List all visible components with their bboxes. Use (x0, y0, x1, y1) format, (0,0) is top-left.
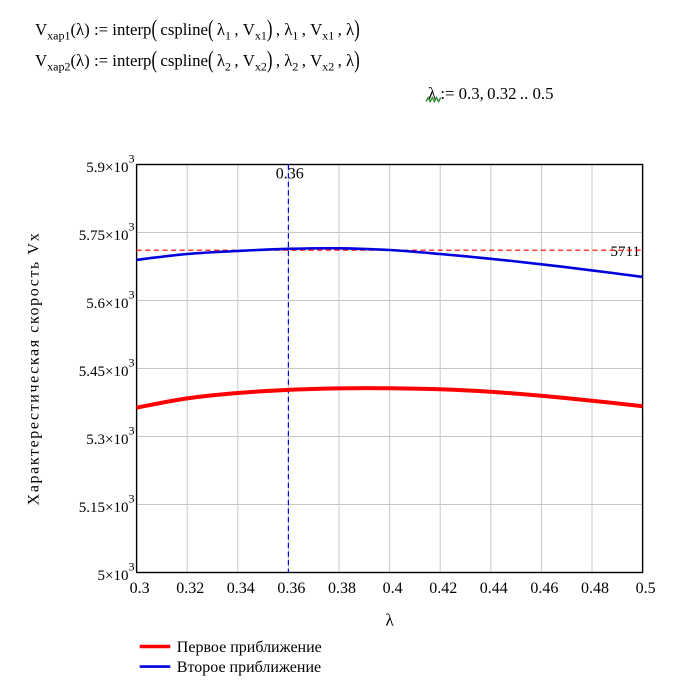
svg-text:5.6×10: 5.6×10 (86, 296, 128, 312)
svg-text:0.32: 0.32 (176, 580, 204, 597)
svg-text:3: 3 (129, 492, 135, 506)
svg-text:0.38: 0.38 (328, 580, 356, 597)
svg-text:5.15×10: 5.15×10 (79, 500, 129, 516)
svg-text:5.75×10: 5.75×10 (79, 228, 129, 244)
svg-text:3: 3 (129, 152, 135, 166)
svg-text:3: 3 (129, 424, 135, 438)
svg-text:3: 3 (129, 288, 135, 302)
svg-text:0.46: 0.46 (530, 580, 558, 597)
svg-text:0.36: 0.36 (276, 166, 304, 183)
svg-text:5711: 5711 (611, 244, 640, 260)
svg-text:0.48: 0.48 (581, 580, 609, 597)
svg-text:0.3: 0.3 (130, 580, 150, 597)
svg-text:0.5: 0.5 (636, 580, 656, 597)
svg-text:Первое приближение: Первое приближение (177, 639, 322, 656)
svg-text:5.3×10: 5.3×10 (86, 432, 128, 448)
svg-text:0.36: 0.36 (277, 580, 305, 597)
svg-text:Второе приближение: Второе приближение (177, 659, 321, 676)
svg-text:0.4: 0.4 (383, 580, 403, 597)
svg-text:0.44: 0.44 (480, 580, 508, 597)
svg-text:3: 3 (129, 220, 135, 234)
svg-text:0.42: 0.42 (429, 580, 457, 597)
svg-text:3: 3 (129, 356, 135, 370)
svg-text:5.45×10: 5.45×10 (79, 364, 129, 380)
svg-text:5.9×10: 5.9×10 (86, 160, 128, 176)
svg-text:5×10: 5×10 (98, 568, 129, 584)
svg-text:λ: λ (385, 611, 394, 630)
svg-text:Характерестическая скорость Vx: Характерестическая скорость Vx (26, 232, 43, 506)
svg-text:3: 3 (129, 560, 135, 574)
svg-text:0.34: 0.34 (227, 580, 255, 597)
